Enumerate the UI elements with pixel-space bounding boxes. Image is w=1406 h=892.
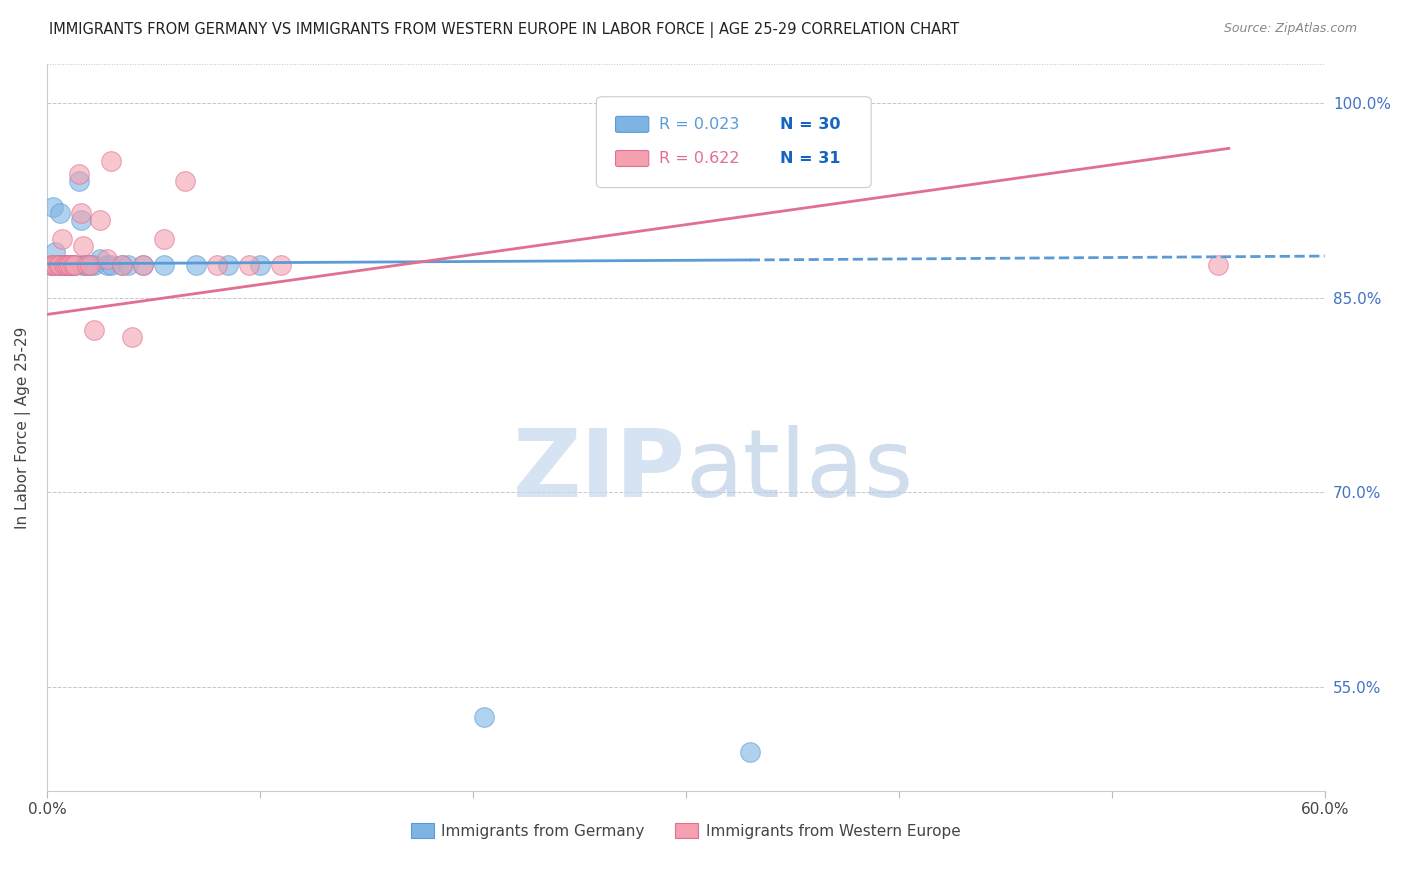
Point xyxy=(89,252,111,266)
Point xyxy=(249,258,271,272)
FancyBboxPatch shape xyxy=(616,151,648,167)
Point xyxy=(117,258,139,272)
Point xyxy=(62,258,84,272)
Point xyxy=(51,232,73,246)
Point xyxy=(44,245,66,260)
Point xyxy=(42,258,65,272)
Point xyxy=(58,258,80,272)
Point xyxy=(100,154,122,169)
Point xyxy=(53,258,76,272)
Point xyxy=(83,258,105,272)
Point xyxy=(72,238,94,252)
Point xyxy=(46,258,69,272)
Point xyxy=(110,258,132,272)
Point xyxy=(76,258,98,272)
Point xyxy=(121,329,143,343)
Point xyxy=(184,258,207,272)
Point xyxy=(132,258,155,272)
Point xyxy=(174,174,197,188)
Y-axis label: In Labor Force | Age 25-29: In Labor Force | Age 25-29 xyxy=(15,326,31,528)
Point xyxy=(58,258,80,272)
Point xyxy=(48,258,70,272)
Point xyxy=(217,258,239,272)
Point xyxy=(207,258,229,272)
Point xyxy=(62,258,84,272)
Point xyxy=(67,167,90,181)
Point xyxy=(79,258,101,272)
Point xyxy=(51,258,73,272)
Point xyxy=(1206,258,1229,272)
Point xyxy=(238,258,260,272)
Point xyxy=(63,258,86,272)
Point xyxy=(70,212,93,227)
Point xyxy=(55,258,77,272)
Point xyxy=(63,258,86,272)
Point xyxy=(270,258,292,272)
FancyBboxPatch shape xyxy=(596,96,872,187)
Text: R = 0.023: R = 0.023 xyxy=(659,117,740,132)
Text: N = 30: N = 30 xyxy=(780,117,841,132)
Text: ZIP: ZIP xyxy=(513,425,686,516)
Point xyxy=(100,258,122,272)
Point xyxy=(67,174,90,188)
Point xyxy=(39,258,62,272)
Point xyxy=(48,206,70,220)
Point xyxy=(738,745,761,759)
Point xyxy=(39,258,62,272)
Point xyxy=(75,258,97,272)
Point xyxy=(96,258,118,272)
Text: atlas: atlas xyxy=(686,425,914,516)
Point xyxy=(89,212,111,227)
Legend: Immigrants from Germany, Immigrants from Western Europe: Immigrants from Germany, Immigrants from… xyxy=(405,817,967,845)
Point xyxy=(53,258,76,272)
Point xyxy=(472,709,495,723)
Point xyxy=(70,206,93,220)
Point xyxy=(59,258,82,272)
Text: R = 0.622: R = 0.622 xyxy=(659,151,740,166)
Point xyxy=(83,323,105,337)
Point xyxy=(153,232,176,246)
Point xyxy=(153,258,176,272)
Point xyxy=(96,252,118,266)
Point xyxy=(72,258,94,272)
Point xyxy=(59,258,82,272)
FancyBboxPatch shape xyxy=(616,116,648,132)
Point xyxy=(110,258,132,272)
Text: N = 31: N = 31 xyxy=(780,151,841,166)
Point xyxy=(132,258,155,272)
Point xyxy=(55,258,77,272)
Point xyxy=(79,258,101,272)
Text: IMMIGRANTS FROM GERMANY VS IMMIGRANTS FROM WESTERN EUROPE IN LABOR FORCE | AGE 2: IMMIGRANTS FROM GERMANY VS IMMIGRANTS FR… xyxy=(49,22,959,38)
Point xyxy=(44,258,66,272)
Point xyxy=(42,200,65,214)
Text: Source: ZipAtlas.com: Source: ZipAtlas.com xyxy=(1223,22,1357,36)
Point xyxy=(46,258,69,272)
